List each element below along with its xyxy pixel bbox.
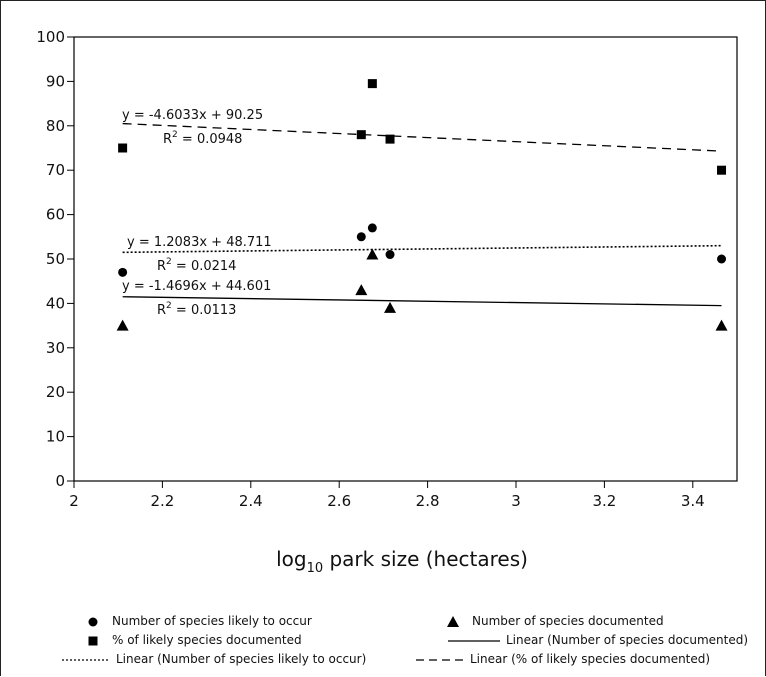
r2-prefix: R: [163, 132, 172, 147]
trend-r-squared: R2 = 0.0214: [157, 257, 236, 274]
r2-superscript: 2: [172, 130, 178, 140]
y-tick-label: 90: [46, 72, 65, 90]
point-square: [356, 130, 366, 140]
point-circle: [367, 223, 377, 233]
x-axis-label: log10 park size (hectares): [276, 547, 528, 576]
legend-marker: [88, 617, 98, 627]
trendline-solid: [122, 296, 722, 307]
data-points: [116, 79, 728, 331]
trend-r-squared: R2 = 0.0113: [157, 301, 236, 318]
legend-symbol-circle: [88, 617, 98, 627]
point-square: [385, 134, 395, 144]
legend-label: % of likely species documented: [112, 633, 302, 647]
point-circle: [118, 267, 128, 277]
point-circle: [717, 254, 727, 264]
trendlines: [122, 122, 722, 307]
legend-label: Linear (Number of species likely to occu…: [116, 652, 367, 666]
legend: Number of species likely to occur Number …: [0, 610, 766, 676]
y-tick-label: 20: [46, 383, 65, 401]
y-tick-label: 40: [46, 294, 65, 312]
y-tick-label: 80: [46, 117, 65, 135]
x-tick-label: 2.2: [150, 492, 174, 510]
y-tick-label: 70: [46, 161, 65, 179]
legend-symbol-square: [88, 636, 98, 646]
legend-item: Linear (Number of species likely to occu…: [60, 650, 366, 668]
r2-value: = 0.0113: [172, 303, 237, 318]
legend-item: Linear (Number of species documented): [446, 631, 748, 649]
legend-symbol-solid: [448, 640, 500, 642]
r2-superscript: 2: [166, 301, 172, 311]
point-triangle: [715, 319, 728, 331]
trend-equation: y = 1.2083x + 48.711: [127, 235, 272, 250]
trendline-dashed: [122, 122, 722, 152]
x-axis: 2 2.2 2.4 2.6 2.8 3 3.2 3.4: [69, 481, 705, 510]
legend-label: Number of species documented: [472, 614, 664, 628]
legend-label: Linear (% of likely species documented): [470, 652, 711, 666]
point-square: [118, 143, 128, 153]
legend-symbol-dotted: [62, 659, 110, 661]
trend-r-squared: R2 = 0.0948: [163, 130, 242, 147]
x-tick-label: 3.4: [681, 492, 705, 510]
legend-item: Number of species likely to occur: [86, 612, 312, 630]
legend-symbol-dashed: [416, 659, 464, 661]
point-square: [367, 79, 377, 89]
y-tick-label: 50: [46, 250, 65, 268]
point-circle: [385, 250, 395, 260]
x-tick-label: 2.4: [239, 492, 263, 510]
legend-item: Linear (% of likely species documented): [414, 650, 710, 668]
r2-prefix: R: [157, 303, 166, 318]
legend-label: Linear (Number of species documented): [506, 633, 749, 647]
x-tick-label: 3.2: [592, 492, 616, 510]
x-tick-label: 2: [69, 492, 79, 510]
y-tick-label: 30: [46, 339, 65, 357]
scatter-chart: 0 10 20 30 40 50 60 70 80 90 100 2 2.2 2.4 2.6 2.8 3 3.2…: [36, 28, 738, 576]
x-tick-label: 2.6: [327, 492, 351, 510]
point-triangle: [366, 248, 379, 260]
point-square: [717, 165, 727, 175]
trend-equation: y = -4.6033x + 90.25: [122, 108, 263, 123]
legend-label: Number of species likely to occur: [112, 614, 312, 628]
r2-value: = 0.0214: [172, 259, 237, 274]
point-circle: [356, 232, 366, 242]
legend-marker: [88, 636, 98, 646]
trend-equation: y = -1.4696x + 44.601: [122, 279, 271, 294]
y-axis: 0 10 20 30 40 50 60 70 80 90 100: [36, 28, 74, 490]
legend-item: % of likely species documented: [86, 631, 302, 649]
x-tick-label: 2.8: [416, 492, 440, 510]
point-triangle: [355, 284, 368, 296]
r2-value: = 0.0948: [178, 132, 243, 147]
point-triangle: [116, 319, 129, 331]
point-triangle: [384, 301, 397, 313]
y-tick-label: 60: [46, 206, 65, 224]
legend-marker: [447, 616, 459, 627]
legend-symbol-triangle: [447, 616, 459, 627]
r2-superscript: 2: [166, 257, 172, 267]
legend-item: Number of species documented: [446, 612, 664, 630]
x-tick-label: 3: [511, 492, 521, 510]
y-tick-label: 100: [36, 28, 65, 46]
y-tick-label: 0: [55, 472, 65, 490]
y-tick-label: 10: [46, 428, 65, 446]
r2-prefix: R: [157, 259, 166, 274]
